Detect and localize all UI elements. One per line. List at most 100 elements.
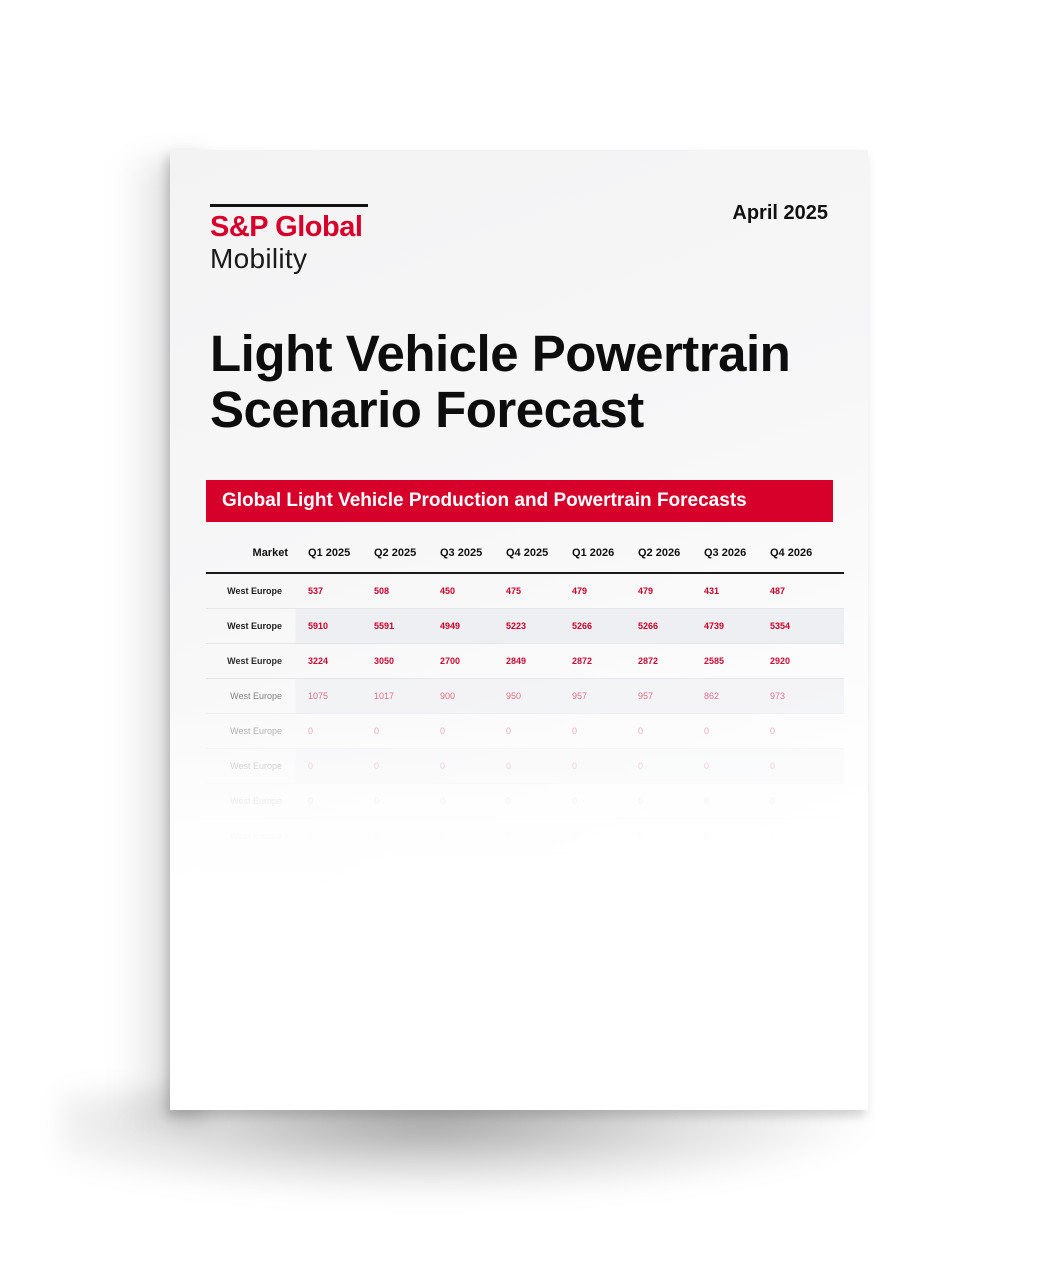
value-cell: 0 <box>374 726 380 736</box>
forecast-table: Market Q1 2025 Q2 2025 Q3 2025 Q4 2025 Q… <box>206 534 844 854</box>
market-cell: West Europe <box>227 621 282 631</box>
value-cell: 5910 <box>308 621 329 631</box>
value-cell: 0 <box>506 761 512 771</box>
sp-global-mobility-logo: S&P Global Mobility <box>210 204 368 275</box>
market-cell: West Europe <box>230 691 282 701</box>
value-cell: 0 <box>506 831 512 841</box>
column-header: Q4 2025 <box>506 547 549 559</box>
column-header: Q4 2026 <box>770 547 813 559</box>
table-row: West Europe 0 0 0 0 0 0 0 0 <box>206 784 844 819</box>
value-cell: 0 <box>704 761 710 771</box>
column-header: Q2 2025 <box>374 547 417 559</box>
market-cell: West Europe <box>230 796 282 806</box>
value-cell: 0 <box>308 831 314 841</box>
value-cell: 900 <box>440 691 456 701</box>
value-cell: 487 <box>770 586 786 596</box>
value-cell: 0 <box>704 796 710 806</box>
value-cell: 5354 <box>770 621 791 631</box>
column-header: Q3 2026 <box>704 547 747 559</box>
value-cell: 0 <box>704 831 710 841</box>
market-cell: West Europe <box>230 726 282 736</box>
market-cell: West Europe <box>227 586 282 596</box>
logo-sub: Mobility <box>210 243 308 274</box>
value-cell: 0 <box>506 726 512 736</box>
value-cell: 957 <box>638 691 654 701</box>
value-cell: 4739 <box>704 621 725 631</box>
value-cell: 479 <box>638 586 654 596</box>
value-cell: 0 <box>638 796 644 806</box>
value-cell: 0 <box>374 831 380 841</box>
column-header: Q1 2025 <box>308 547 351 559</box>
value-cell: 431 <box>704 586 720 596</box>
report-cover-page: S&P Global Mobility April 2025 Light Veh… <box>170 150 868 1110</box>
value-cell: 0 <box>572 726 578 736</box>
table-row: West Europe 537 508 450 475 479 479 431 … <box>206 574 844 609</box>
market-cell: West Europe <box>230 761 282 771</box>
value-cell: 479 <box>572 586 588 596</box>
value-cell: 0 <box>440 796 446 806</box>
column-header: Q1 2026 <box>572 547 615 559</box>
column-header-market: Market <box>252 547 288 559</box>
value-cell: 0 <box>506 796 512 806</box>
table-row: West Europe 5910 5591 4949 5223 5266 526… <box>206 609 844 644</box>
value-cell: 2920 <box>770 656 791 666</box>
value-cell: 957 <box>572 691 588 701</box>
value-cell: 0 <box>374 761 380 771</box>
value-cell: 0 <box>308 726 314 736</box>
market-cell: West Europe <box>230 831 282 841</box>
page-title: Light Vehicle Powertrain Scenario Foreca… <box>210 325 791 438</box>
value-cell: 5266 <box>638 621 659 631</box>
value-cell: 0 <box>440 831 446 841</box>
value-cell: 5223 <box>506 621 527 631</box>
value-cell: 3224 <box>308 656 329 666</box>
value-cell: 450 <box>440 586 456 596</box>
value-cell: 0 <box>440 726 446 736</box>
value-cell: 2872 <box>572 656 593 666</box>
value-cell: 0 <box>308 796 314 806</box>
value-cell: 0 <box>704 726 710 736</box>
value-cell: 1075 <box>308 691 329 701</box>
value-cell: 0 <box>638 761 644 771</box>
value-cell: 0 <box>770 831 776 841</box>
logo-brand: S&P Global <box>210 211 363 243</box>
column-header: Q3 2025 <box>440 547 483 559</box>
section-banner: Global Light Vehicle Production and Powe… <box>206 480 833 522</box>
value-cell: 0 <box>572 761 578 771</box>
value-cell: 0 <box>572 831 578 841</box>
value-cell: 3050 <box>374 656 395 666</box>
table-row: West Europe 0 0 0 0 0 0 0 0 <box>206 819 844 854</box>
value-cell: 475 <box>506 586 522 596</box>
table-row: West Europe 0 0 0 0 0 0 0 0 <box>206 749 844 784</box>
table-row: West Europe 0 0 0 0 0 0 0 0 <box>206 714 844 749</box>
logo-rule <box>210 204 368 207</box>
value-cell: 0 <box>770 726 776 736</box>
report-date: April 2025 <box>732 202 828 224</box>
value-cell: 2700 <box>440 656 461 666</box>
value-cell: 0 <box>770 796 776 806</box>
table-row: West Europe 3224 3050 2700 2849 2872 287… <box>206 644 844 679</box>
value-cell: 950 <box>506 691 522 701</box>
value-cell: 4949 <box>440 621 461 631</box>
value-cell: 2849 <box>506 656 527 666</box>
value-cell: 1017 <box>374 691 395 701</box>
value-cell: 0 <box>440 761 446 771</box>
value-cell: 0 <box>638 726 644 736</box>
value-cell: 0 <box>374 796 380 806</box>
value-cell: 0 <box>572 796 578 806</box>
table-row: West Europe 1075 1017 900 950 957 957 86… <box>206 679 844 714</box>
value-cell: 0 <box>638 831 644 841</box>
value-cell: 5266 <box>572 621 593 631</box>
market-cell: West Europe <box>227 656 282 666</box>
table-header-row: Market Q1 2025 Q2 2025 Q3 2025 Q4 2025 Q… <box>206 534 844 574</box>
value-cell: 0 <box>308 761 314 771</box>
value-cell: 2872 <box>638 656 659 666</box>
value-cell: 2585 <box>704 656 725 666</box>
column-header: Q2 2026 <box>638 547 681 559</box>
value-cell: 5591 <box>374 621 395 631</box>
value-cell: 862 <box>704 691 720 701</box>
value-cell: 508 <box>374 586 390 596</box>
value-cell: 0 <box>770 761 776 771</box>
value-cell: 973 <box>770 691 786 701</box>
value-cell: 537 <box>308 586 324 596</box>
